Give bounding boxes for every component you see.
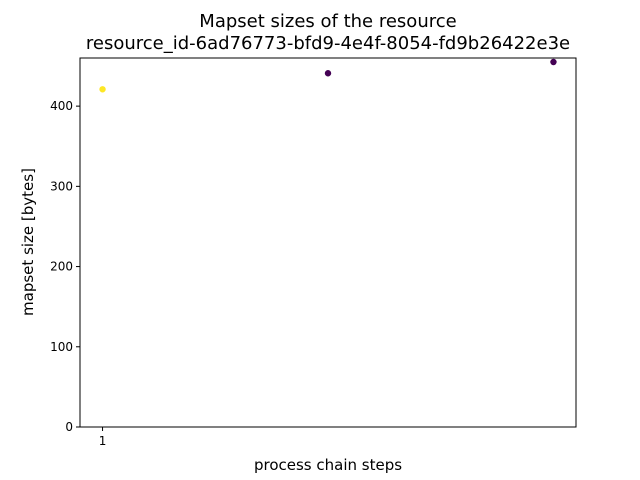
y-tick-label: 0 xyxy=(65,420,73,434)
y-tick-label: 100 xyxy=(50,340,73,354)
data-point xyxy=(99,86,106,93)
y-tick-label: 200 xyxy=(50,260,73,274)
y-tick-label: 300 xyxy=(50,179,73,193)
data-point xyxy=(550,58,557,66)
chart-subtitle: resource_id-6ad76773-bfd9-4e4f-8054-fd9b… xyxy=(86,33,570,54)
plot-area-frame xyxy=(79,57,577,428)
x-axis-label: process chain steps xyxy=(254,456,402,474)
y-tick-label: 400 xyxy=(50,99,73,113)
y-axis-label: mapset size [bytes] xyxy=(19,168,37,316)
y-axis-ticks: 0 100 200 300 400 xyxy=(50,99,80,434)
x-axis-ticks: 1 xyxy=(99,427,107,448)
data-points xyxy=(99,58,557,93)
chart-title: Mapset sizes of the resource xyxy=(199,11,456,32)
data-point xyxy=(324,70,332,77)
x-tick-label: 1 xyxy=(99,434,107,448)
